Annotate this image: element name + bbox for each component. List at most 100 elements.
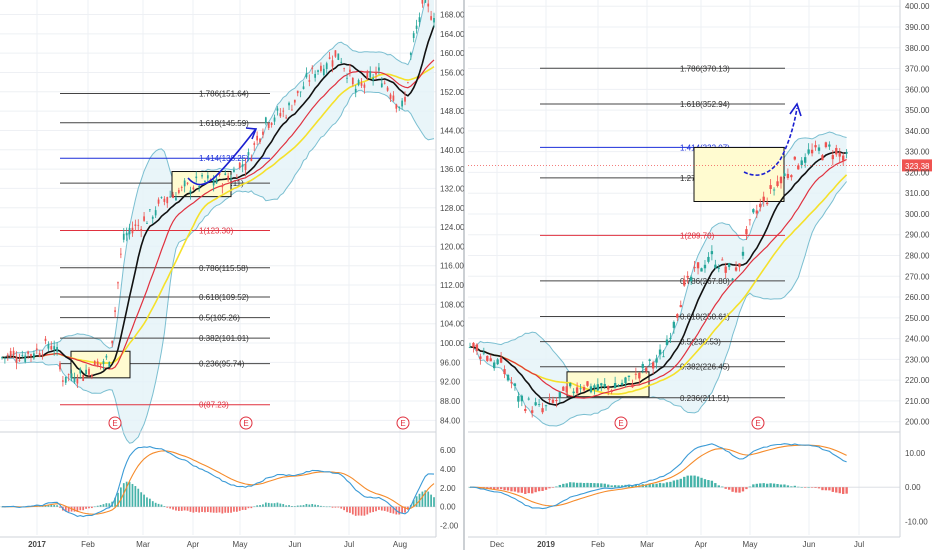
macd-histogram-bar [186, 506, 189, 511]
earnings-marker-label: E [618, 419, 623, 428]
candle-body [201, 175, 203, 177]
candle-body [111, 340, 114, 344]
candle-body [724, 266, 727, 273]
candle-body [363, 84, 366, 88]
macd-histogram-bar [85, 506, 87, 509]
macd-histogram-bar [41, 506, 44, 507]
price-axis-tick: 120.00 [440, 242, 465, 251]
candle-body [842, 155, 845, 161]
candle-body [645, 367, 648, 372]
macd-histogram-bar [427, 491, 430, 507]
macd-histogram-bar [134, 486, 137, 507]
fib-level-label: 1(289.70) [680, 231, 715, 240]
candle-body [786, 173, 790, 179]
candle-body [527, 398, 530, 400]
price-axis-tick: 140.00 [440, 146, 465, 155]
candle-body [320, 65, 322, 72]
candle-body [206, 175, 209, 179]
earnings-marker [239, 416, 253, 430]
candle-body [721, 259, 724, 261]
macd-histogram-bar [689, 475, 693, 488]
macd-histogram-bar [340, 506, 343, 509]
candle-body [407, 82, 409, 84]
candle-body [311, 67, 314, 69]
candle-body [392, 95, 395, 101]
moving-average-fast [1, 25, 435, 378]
macd-histogram-bar [288, 505, 290, 507]
candle-body [76, 379, 79, 384]
macd-histogram-bar [259, 505, 261, 507]
candle-body [238, 162, 241, 168]
candle-body [322, 68, 325, 75]
macd-histogram-bar [351, 506, 354, 515]
macd-axis-tick: -10.00 [905, 517, 928, 526]
candle-body [607, 385, 610, 390]
macd-histogram-bar [800, 486, 803, 488]
macd-histogram-bar [651, 484, 655, 488]
macd-histogram-bar [797, 486, 800, 488]
candle-body [389, 94, 392, 99]
macd-histogram-bar [575, 482, 579, 488]
candle-body [738, 263, 741, 268]
macd-histogram-bar [790, 486, 793, 488]
price-axis-tick: 370.00 [905, 65, 930, 74]
candle-body [586, 381, 589, 386]
candle-body [27, 351, 29, 354]
macd-histogram-bar [493, 487, 496, 490]
candle-body [548, 398, 551, 401]
macd-histogram-bar [524, 487, 527, 494]
macd-histogram-bar [67, 506, 70, 512]
candle-body [555, 399, 558, 402]
macd-histogram-bar [586, 482, 589, 488]
macd-histogram-bar [105, 503, 108, 507]
candle-body [35, 348, 38, 350]
candle-body [499, 357, 503, 363]
candle-body [267, 123, 270, 128]
candle-body [215, 178, 218, 184]
price-axis-tick: 148.00 [440, 107, 465, 116]
candle-body [146, 223, 148, 224]
candle-body [503, 369, 506, 375]
earnings-marker-label: E [400, 419, 405, 428]
candle-body [418, 17, 421, 23]
macd-histogram-bar [349, 506, 351, 513]
candle-body [233, 169, 235, 172]
candle-body [727, 263, 731, 268]
macd-histogram-bar [91, 506, 93, 509]
price-axis-tick: 350.00 [905, 106, 930, 115]
macd-histogram-bar [195, 506, 198, 512]
macd-histogram-bar [401, 506, 403, 514]
macd-histogram-bar [209, 506, 212, 513]
macd-histogram-bar [389, 506, 392, 513]
time-axis-tick: Dec [490, 540, 504, 549]
candle-body [302, 86, 305, 90]
macd-histogram-bar [814, 487, 817, 488]
candle-body [472, 342, 475, 348]
candle-body [163, 198, 166, 202]
fib-level-label: 0.236(211.51) [680, 394, 730, 403]
candle-body [259, 138, 261, 143]
candle-body [360, 83, 363, 86]
price-axis-tick: 270.00 [905, 272, 930, 281]
candle-body [531, 410, 534, 413]
fib-level-label: 0.618(250.61) [680, 313, 730, 322]
candle-body [814, 145, 817, 148]
candle-body [73, 378, 76, 383]
macd-histogram-bar [772, 483, 776, 488]
price-axis-tick: 132.00 [440, 184, 465, 193]
candle-body [235, 177, 238, 178]
candle-body [741, 251, 745, 256]
macd-histogram-bar [582, 482, 586, 488]
macd-histogram-bar [221, 506, 224, 514]
macd-histogram-bar [424, 490, 427, 507]
candle-body [340, 61, 343, 63]
time-axis-tick: 2017 [28, 540, 46, 549]
candle-body [755, 210, 758, 214]
candle-body [296, 90, 299, 94]
candle-body [218, 173, 221, 176]
macd-histogram-bar [128, 481, 131, 507]
macd-histogram-bar [807, 487, 810, 488]
price-axis-tick: 400.00 [905, 2, 930, 11]
macd-histogram-bar [738, 487, 741, 493]
